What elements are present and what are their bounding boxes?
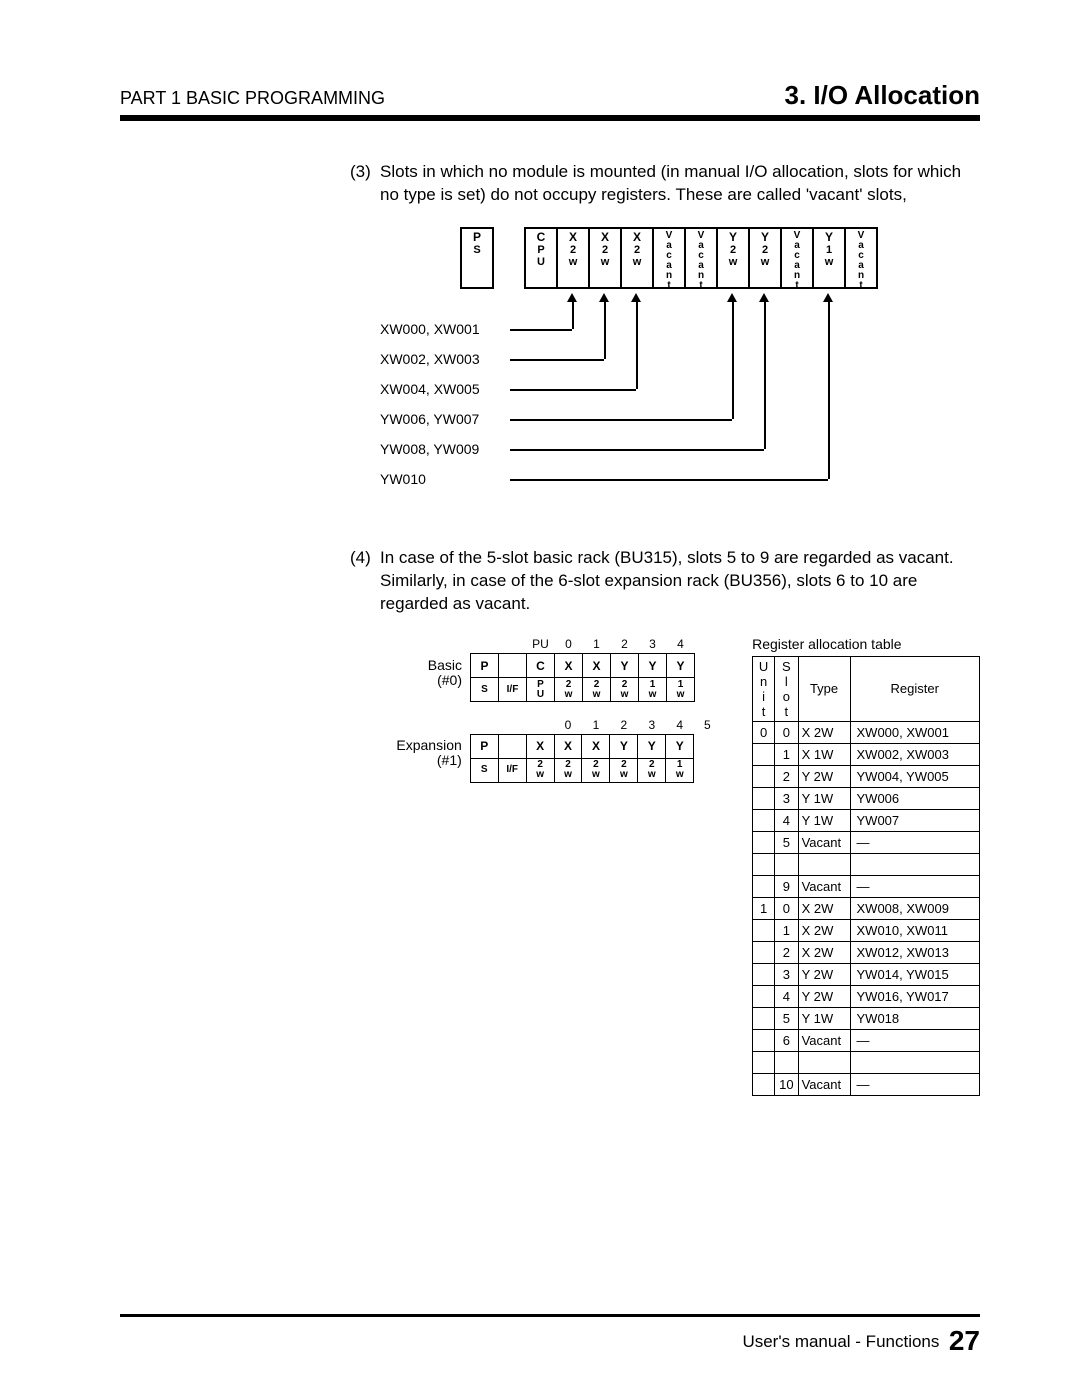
para3-body: Slots in which no module is mounted (in … — [380, 161, 980, 207]
header-right: 3. I/O Allocation — [784, 80, 980, 111]
slot-cell: CPU — [526, 227, 558, 289]
arrow-row — [460, 289, 980, 301]
slot-cell — [494, 227, 526, 289]
register-label: YW006, YW007 — [380, 411, 479, 427]
slot-cell: X2w — [590, 227, 622, 289]
rack-expansion: 012345PXXXYYYSI/F2w2w2w2w2w1w — [470, 716, 722, 783]
alloc-column: Register allocation table UnitSlotTypeRe… — [752, 636, 980, 1096]
paragraph-3: (3) Slots in which no module is mounted … — [350, 161, 980, 207]
para4-body: In case of the 5-slot basic rack (BU315)… — [380, 547, 980, 616]
para3-num: (3) — [350, 161, 380, 207]
slot-cell: X2w — [622, 227, 654, 289]
page-header: PART 1 BASIC PROGRAMMING 3. I/O Allocati… — [120, 80, 980, 121]
slot-cell: Vacant — [686, 227, 718, 289]
alloc-title: Register allocation table — [752, 636, 980, 652]
register-label: XW004, XW005 — [380, 381, 480, 397]
slot-diagram: PSCPUX2wX2wX2wVacantVacantY2wY2wVacantY1… — [380, 227, 980, 507]
slot-cell: Y2w — [750, 227, 782, 289]
para4-num: (4) — [350, 547, 380, 616]
slot-row: PSCPUX2wX2wX2wVacantVacantY2wY2wVacantY1… — [460, 227, 980, 289]
wire-diagram: XW000, XW001 XW002, XW003 XW004, XW005 YW00… — [380, 307, 980, 507]
slot-cell: Vacant — [782, 227, 814, 289]
slot-cell: Vacant — [846, 227, 878, 289]
slot-cell: Vacant — [654, 227, 686, 289]
register-label: YW010 — [380, 471, 426, 487]
register-label: YW008, YW009 — [380, 441, 479, 457]
footer-text: User's manual - Functions — [742, 1332, 939, 1351]
slot-cell: X2w — [558, 227, 590, 289]
header-left: PART 1 BASIC PROGRAMMING — [120, 88, 385, 109]
rack-exp-label: Expansion(#1) — [380, 716, 470, 768]
page-number: 27 — [949, 1325, 980, 1356]
slot-cell: PS — [462, 227, 494, 289]
slot-cell: Y1w — [814, 227, 846, 289]
page: PART 1 BASIC PROGRAMMING 3. I/O Allocati… — [0, 0, 1080, 1397]
lower-area: Basic(#0) PU01234PCXXYYYSI/FPU2w2w2w1w1w… — [380, 636, 980, 1096]
register-label: XW002, XW003 — [380, 351, 480, 367]
rack-basic: PU01234PCXXYYYSI/FPU2w2w2w1w1w — [470, 636, 695, 703]
rack-column: Basic(#0) PU01234PCXXYYYSI/FPU2w2w2w1w1w… — [380, 636, 722, 1096]
page-footer: User's manual - Functions 27 — [120, 1314, 980, 1357]
paragraph-4: (4) In case of the 5-slot basic rack (BU… — [350, 547, 980, 616]
register-allocation-table: UnitSlotTypeRegister00X 2WXW000, XW0011X… — [752, 656, 980, 1096]
slot-cell: Y2w — [718, 227, 750, 289]
rack-basic-label: Basic(#0) — [380, 636, 470, 688]
register-label: XW000, XW001 — [380, 321, 480, 337]
